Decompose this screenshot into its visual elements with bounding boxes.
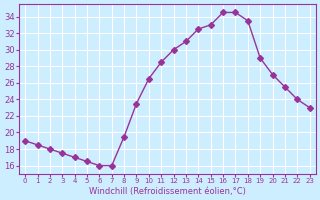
X-axis label: Windchill (Refroidissement éolien,°C): Windchill (Refroidissement éolien,°C): [89, 187, 246, 196]
